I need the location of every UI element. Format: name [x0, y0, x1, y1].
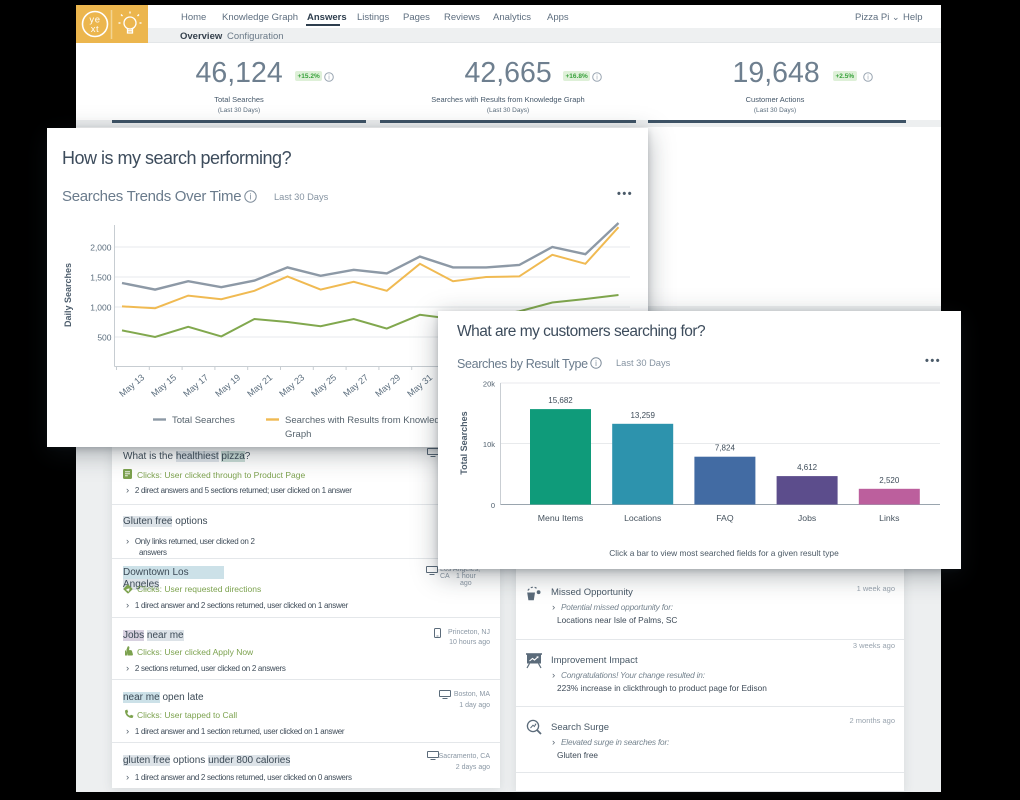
- svg-text:i: i: [250, 192, 252, 202]
- svg-text:13,259: 13,259: [630, 411, 655, 420]
- svg-text:Menu Items: Menu Items: [538, 513, 584, 523]
- svg-text:May 17: May 17: [181, 372, 210, 399]
- svg-text:May 29: May 29: [373, 372, 402, 399]
- svg-text:2,000: 2,000: [90, 243, 112, 253]
- svg-text:1,000: 1,000: [90, 303, 112, 313]
- svg-text:May 23: May 23: [277, 372, 306, 399]
- svg-text:Total Searches: Total Searches: [459, 411, 469, 474]
- svg-text:May 21: May 21: [245, 372, 274, 399]
- svg-text:Jobs: Jobs: [798, 513, 817, 523]
- svg-text:7,824: 7,824: [715, 444, 736, 453]
- svg-text:Links: Links: [879, 513, 900, 523]
- svg-text:i: i: [596, 75, 598, 82]
- svg-text:0: 0: [491, 501, 495, 510]
- svg-text:Daily Searches: Daily Searches: [63, 263, 73, 327]
- svg-text:500: 500: [97, 333, 111, 343]
- svg-text:May 27: May 27: [341, 372, 370, 399]
- svg-text:i: i: [595, 359, 597, 368]
- svg-text:1,500: 1,500: [90, 273, 112, 283]
- svg-text:Graph: Graph: [285, 429, 311, 440]
- svg-text:May 15: May 15: [149, 372, 178, 399]
- svg-text:Searches with Results from Kno: Searches with Results from Knowledge: [285, 415, 450, 426]
- svg-text:May 13: May 13: [117, 372, 146, 399]
- svg-text:May 31: May 31: [405, 372, 434, 399]
- svg-text:i: i: [328, 75, 330, 82]
- svg-text:xt: xt: [91, 24, 100, 35]
- svg-text:15,682: 15,682: [548, 396, 573, 405]
- svg-text:May 19: May 19: [213, 372, 242, 399]
- svg-text:i: i: [867, 75, 869, 82]
- svg-text:Locations: Locations: [624, 513, 662, 523]
- svg-text:Total Searches: Total Searches: [172, 415, 235, 426]
- svg-text:Click a bar to view most searc: Click a bar to view most searched fields…: [609, 548, 839, 558]
- svg-text:FAQ: FAQ: [716, 513, 734, 523]
- svg-text:May 25: May 25: [309, 372, 338, 399]
- svg-text:20k: 20k: [483, 380, 495, 389]
- svg-text:2,520: 2,520: [879, 476, 900, 485]
- svg-text:10k: 10k: [483, 440, 495, 449]
- svg-text:4,612: 4,612: [797, 463, 818, 472]
- svg-text:ye: ye: [89, 15, 100, 26]
